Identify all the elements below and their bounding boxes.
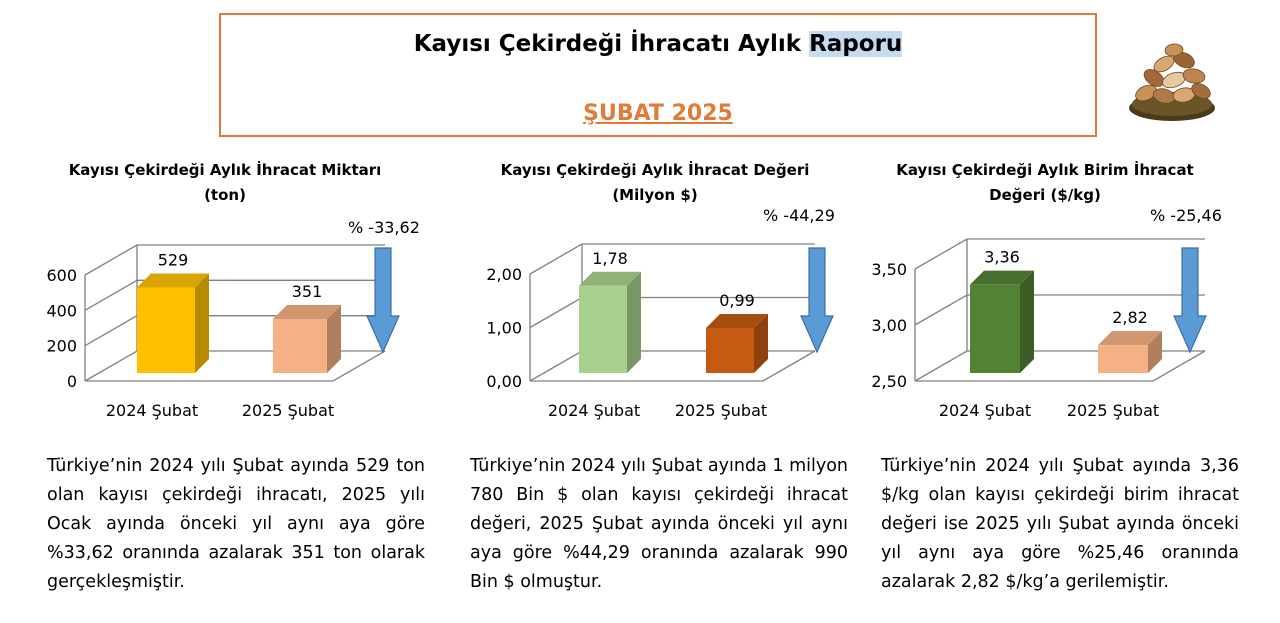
report-title-main: Kayısı Çekirdeği İhracatı Aylık [413,31,802,57]
bar-top [273,304,341,319]
bar [137,287,195,373]
report-header: Kayısı Çekirdeği İhracatı Aylık Raporu Ş… [219,13,1097,137]
change-percent-label: % -25,46 [1150,206,1222,225]
y-tick-label: 3,00 [871,316,907,335]
bar-top [970,270,1034,285]
apricot-kernels-image [1129,43,1215,121]
description-value: Türkiye’nin 2024 yılı Şubat ayında 1 mil… [470,456,848,592]
down-arrow-icon [800,247,834,354]
y-tick-label: 200 [46,337,77,356]
chart-floor-front [915,350,1206,382]
report-title: Kayısı Çekirdeği İhracatı Aylık Raporu [221,31,1095,57]
bar-side [627,271,641,373]
bar-top [1098,331,1162,346]
data-label: 1,78 [592,249,628,268]
data-label: 529 [158,251,189,270]
bar-top [137,273,209,288]
x-category-label: 2025 Şubat [242,401,334,420]
y-tick-label: 2,00 [486,265,522,284]
x-category-label: 2024 Şubat [548,401,640,420]
chart-panel-quantity: Kayısı Çekirdeği Aylık İhracat Miktarı (… [15,148,435,448]
bar [579,285,627,373]
gridline [529,296,815,329]
chart-title: Kayısı Çekirdeği Aylık İhracat Değeri (M… [500,161,810,204]
down-arrow-icon [1173,247,1207,354]
y-tick-label: 0 [67,372,77,391]
y-tick-label: 0,00 [486,372,522,391]
bar [1098,345,1148,373]
bar-top [579,271,641,286]
y-tick-label: 3,50 [871,260,907,279]
report-title-highlight: Raporu [809,31,903,57]
description-quantity: Türkiye’nin 2024 yılı Şubat ayında 529 t… [47,456,425,592]
bar [273,318,327,373]
gridline [914,294,1205,326]
chart-floor-front [530,350,816,382]
bar-side [1020,270,1034,373]
change-percent-label: % -33,62 [348,218,420,237]
chart-panel-value: Kayısı Çekirdeği Aylık İhracat Değeri (M… [445,148,865,448]
y-tick-label: 600 [46,266,77,285]
gridline [914,238,1205,270]
bar-side [754,314,768,373]
chart-floor-back [529,350,815,382]
report-period: ŞUBAT 2025 [583,101,733,126]
x-category-label: 2024 Şubat [106,401,198,420]
chart-title: Kayısı Çekirdeği Aylık İhracat Miktarı (… [68,161,382,204]
data-label: 351 [292,282,323,301]
gridline [84,244,385,276]
chart-floor-front [85,350,386,382]
bar [706,328,754,373]
chart-panel-unit-value: Kayısı Çekirdeği Aylık Birim İhracat Değ… [845,148,1265,448]
gridline [529,243,815,275]
y-tick-label: 2,50 [871,372,907,391]
bar-chart-value: 0,00 1,00 2,00 1,78 2024 Şubat 0,99 2025 Şubat [486,243,834,420]
data-label: 2,82 [1112,308,1148,327]
down-arrow-icon [366,247,400,354]
x-category-label: 2025 Şubat [675,401,767,420]
bar-side [195,273,209,373]
bar-side [1148,331,1162,373]
gridline [84,279,385,311]
x-category-label: 2024 Şubat [939,401,1031,420]
bar-chart-quantity: 0 200 400 600 529 2024 Şubat 351 2025 Şubat [46,244,400,420]
y-tick-label: 400 [46,301,77,320]
description-unit-value: Türkiye’nin 2024 yılı Şubat ayında 3,36 … [881,456,1239,592]
change-percent-label: % -44,29 [763,206,835,225]
data-label: 3,36 [984,248,1020,267]
bar-top [706,314,768,329]
bar-side [327,304,341,373]
bar [970,284,1020,373]
y-tick-label: 1,00 [486,319,522,338]
bar-chart-unit-value: 2,50 3,00 3,50 3,36 2024 Şubat 2,82 2025 Şubat [871,238,1207,420]
data-label: 0,99 [719,291,755,310]
chart-title: Kayısı Çekirdeği Aylık Birim İhracat Değ… [896,161,1194,204]
x-category-label: 2025 Şubat [1067,401,1159,420]
